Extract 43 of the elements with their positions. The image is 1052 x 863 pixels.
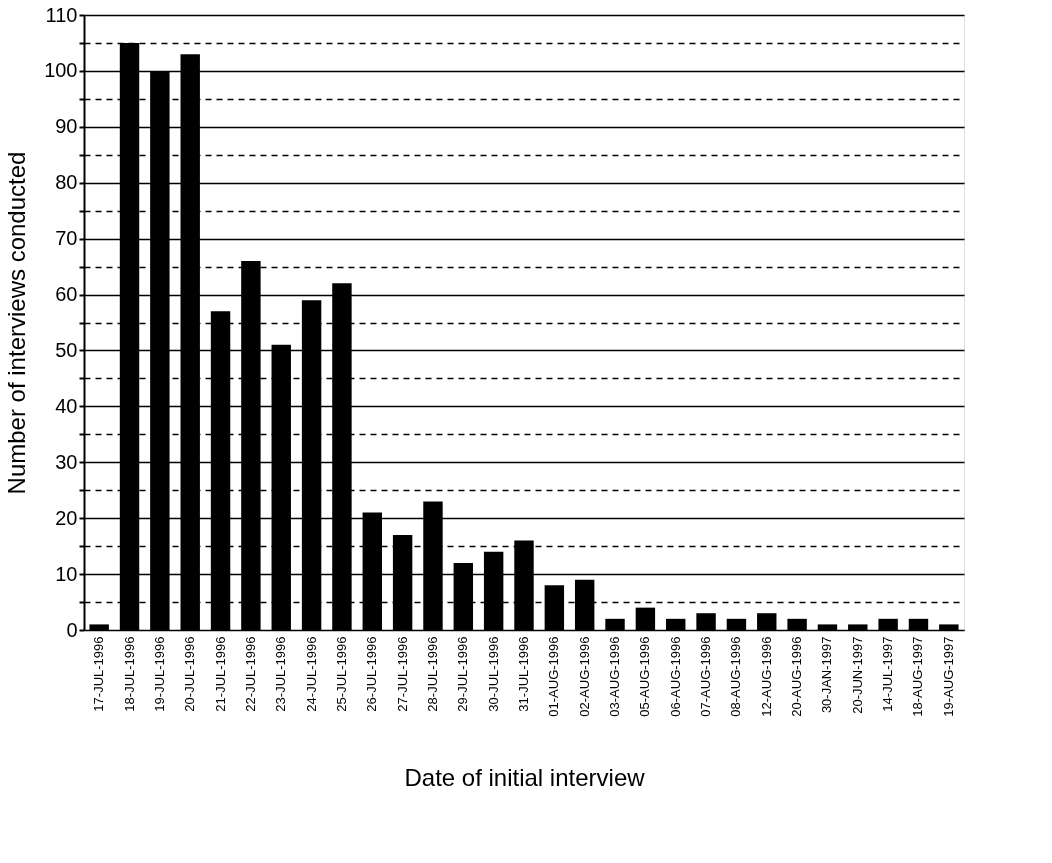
x-tick-label: 22-JUL-1996	[242, 636, 258, 712]
x-tick-label: 24-JUL-1996	[303, 636, 319, 712]
x-tick-label: 21-JUL-1996	[212, 636, 228, 712]
x-tick-label: 19-AUG-1997	[940, 636, 956, 717]
x-tick-label: 01-AUG-1996	[546, 636, 562, 717]
x-tick-label: 14-JUL-1997	[880, 636, 896, 712]
x-tick-label: 31-JUL-1996	[516, 636, 531, 712]
x-tick-label: 07-AUG-1996	[698, 636, 714, 717]
x-tick-label: 18-AUG-1997	[910, 636, 926, 717]
x-tick-label: 19-JUL-1996	[151, 636, 167, 712]
y-tick-label: 30	[55, 450, 78, 473]
y-tick-label: 0	[66, 618, 78, 641]
x-tick-label: 12-AUG-1996	[758, 636, 774, 717]
y-tick-label: 50	[55, 338, 78, 361]
y-tick-label: 40	[55, 394, 78, 417]
x-tick-label: 18-JUL-1996	[121, 636, 137, 712]
y-tick-label: 10	[55, 562, 78, 585]
x-tick-label: 05-AUG-1996	[637, 636, 653, 717]
x-tick-label: 26-JUL-1996	[364, 636, 380, 712]
y-tick-label: 110	[45, 3, 78, 26]
x-axis-title: Date of initial interview	[404, 763, 646, 791]
y-tick-label: 60	[55, 283, 78, 306]
x-tick-label: 08-AUG-1996	[728, 636, 744, 717]
y-tick-label: 20	[55, 506, 78, 529]
y-tick-label: 70	[55, 227, 78, 250]
x-tick-label: 03-AUG-1996	[607, 636, 623, 717]
x-tick-label: 29-JUL-1996	[455, 636, 471, 712]
x-tick-label: 06-AUG-1996	[667, 636, 683, 717]
x-tick-label: 02-AUG-1996	[576, 636, 592, 717]
x-tick-label: 30-JAN-1997	[819, 636, 835, 714]
x-tick-label: 20-JUN-1997	[849, 636, 865, 714]
x-tick-label: 30-JUL-1996	[485, 636, 501, 712]
x-tick-label: 28-JUL-1996	[424, 636, 440, 712]
x-tick-label: 20-JUL-1996	[182, 636, 198, 712]
x-tick-label: 23-JUL-1996	[273, 636, 289, 712]
x-tick-label: 25-JUL-1996	[333, 636, 349, 712]
y-tick-label: 100	[44, 59, 78, 82]
y-axis-title: Number of interviews conducted	[3, 151, 31, 495]
y-tick-label: 80	[55, 171, 78, 194]
x-tick-label: 27-JUL-1996	[394, 636, 410, 712]
x-tick-label: 17-JUL-1996	[91, 636, 107, 712]
y-tick-label: 90	[55, 115, 78, 138]
x-tick-label: 20-AUG-1996	[789, 636, 805, 717]
